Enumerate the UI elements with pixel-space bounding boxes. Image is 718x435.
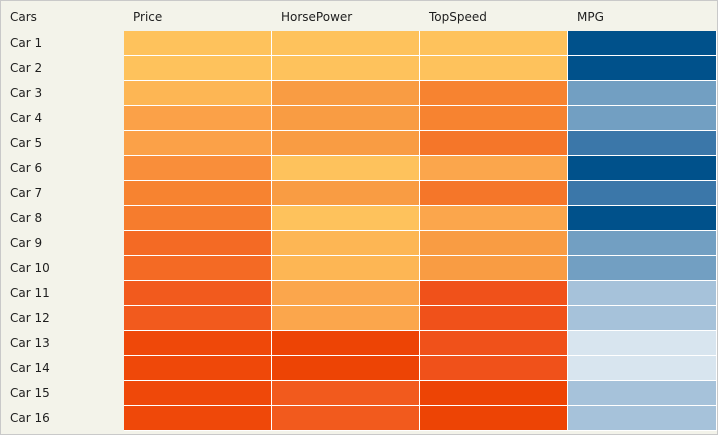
heatmap-cell: [568, 31, 717, 56]
heatmap-cell: [420, 306, 568, 331]
heatmap-cell: [568, 331, 717, 356]
heatmap-cell: [124, 31, 272, 56]
heatmap-cell: [568, 256, 717, 281]
heatmap-cell: [420, 131, 568, 156]
row-label: Car 10: [1, 256, 124, 281]
row-label: Car 16: [1, 406, 124, 431]
corner-header-cars: Cars: [1, 1, 124, 31]
heatmap-cell: [568, 156, 717, 181]
row-label: Car 1: [1, 31, 124, 56]
heatmap-cell: [272, 231, 420, 256]
heatmap-cell: [272, 81, 420, 106]
heatmap-cell: [568, 231, 717, 256]
heatmap-cell: [272, 281, 420, 306]
heatmap-cell: [124, 131, 272, 156]
heatmap-cell: [272, 256, 420, 281]
heatmap-cell: [420, 181, 568, 206]
heatmap-cell: [124, 56, 272, 81]
heatmap-cell: [124, 281, 272, 306]
heatmap-cell: [420, 256, 568, 281]
heatmap-cell: [420, 206, 568, 231]
heatmap-cell: [272, 56, 420, 81]
heatmap-cell: [272, 356, 420, 381]
heatmap-cell: [420, 156, 568, 181]
heatmap-cell: [124, 256, 272, 281]
heatmap-cell: [420, 56, 568, 81]
heatmap-cell: [568, 206, 717, 231]
heatmap-cell: [124, 381, 272, 406]
heatmap-cell: [420, 31, 568, 56]
heatmap-cell: [272, 181, 420, 206]
heatmap-cell: [568, 81, 717, 106]
heatmap-cell: [272, 306, 420, 331]
row-label: Car 13: [1, 331, 124, 356]
row-label: Car 2: [1, 56, 124, 81]
heatmap-cell: [124, 331, 272, 356]
column-header-price: Price: [124, 1, 272, 31]
heatmap-cell: [568, 131, 717, 156]
row-label: Car 8: [1, 206, 124, 231]
heatmap-cell: [420, 381, 568, 406]
row-label: Car 3: [1, 81, 124, 106]
column-header-topspeed: TopSpeed: [420, 1, 568, 31]
heatmap-cell: [420, 331, 568, 356]
heatmap-cell: [420, 406, 568, 431]
heatmap-cell: [568, 306, 717, 331]
heatmap-cell: [272, 381, 420, 406]
heatmap-cell: [124, 231, 272, 256]
row-label: Car 11: [1, 281, 124, 306]
column-header-mpg: MPG: [568, 1, 717, 31]
row-label: Car 12: [1, 306, 124, 331]
column-header-horsepower: HorsePower: [272, 1, 420, 31]
row-label: Car 5: [1, 131, 124, 156]
heatmap-cell: [124, 206, 272, 231]
heatmap-cell: [124, 406, 272, 431]
heatmap-cell: [272, 331, 420, 356]
heatmap-cell: [568, 106, 717, 131]
heatmap-cell: [272, 106, 420, 131]
heatmap-cell: [568, 181, 717, 206]
heatmap-cell: [272, 31, 420, 56]
heatmap-cell: [124, 356, 272, 381]
heatmap-cell: [568, 356, 717, 381]
row-label: Car 15: [1, 381, 124, 406]
heatmap-cell: [568, 381, 717, 406]
heatmap-cell: [124, 156, 272, 181]
heatmap-cell: [568, 281, 717, 306]
row-label: Car 9: [1, 231, 124, 256]
heatmap-cell: [272, 206, 420, 231]
heatmap-cell: [124, 106, 272, 131]
heatmap-cell: [272, 406, 420, 431]
heatmap-cell: [420, 106, 568, 131]
heatmap-cell: [568, 406, 717, 431]
heatmap-cell: [420, 356, 568, 381]
heatmap-cell: [124, 181, 272, 206]
row-label: Car 4: [1, 106, 124, 131]
row-label: Car 14: [1, 356, 124, 381]
heatmap-cell: [124, 306, 272, 331]
heatmap-cell: [272, 131, 420, 156]
heatmap-cell: [124, 81, 272, 106]
heatmap-cell: [420, 231, 568, 256]
heatmap-cell: [420, 281, 568, 306]
heatmap-cell: [272, 156, 420, 181]
heatmap-cell: [420, 81, 568, 106]
row-label: Car 7: [1, 181, 124, 206]
heatmap-cell: [568, 56, 717, 81]
row-label: Car 6: [1, 156, 124, 181]
